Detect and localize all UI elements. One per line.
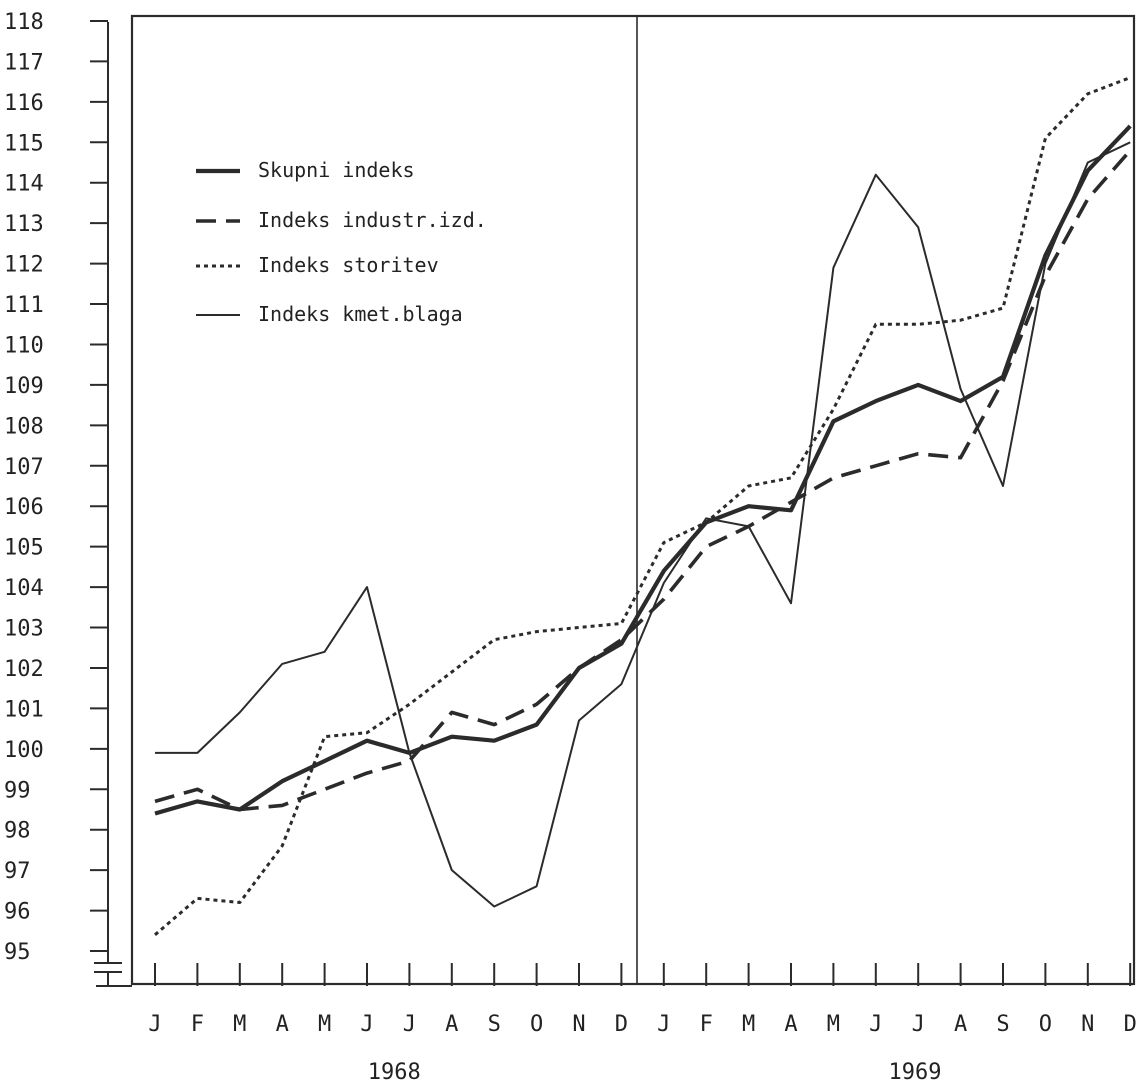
- legend-label: Indeks storitev: [258, 253, 439, 277]
- x-tick-label: D: [615, 1012, 628, 1037]
- x-tick-label: M: [318, 1012, 331, 1037]
- x-tick-label: O: [1039, 1012, 1052, 1037]
- x-tick-label: A: [445, 1012, 458, 1037]
- x-tick-label: J: [912, 1012, 925, 1037]
- y-tick-label: 110: [4, 333, 44, 358]
- x-tick-label: M: [827, 1012, 840, 1037]
- y-tick-label: 97: [4, 859, 31, 884]
- x-tick-label: J: [869, 1012, 882, 1037]
- series-line-skupni-indeks: [154, 124, 1132, 816]
- legend: Skupni indeks Indeks industr.izd. Indeks s…: [196, 158, 487, 326]
- x-tick-label: J: [403, 1012, 416, 1037]
- y-tick-label: 109: [4, 374, 44, 399]
- x-tick-label: D: [1124, 1012, 1136, 1037]
- x-tick-label: F: [700, 1012, 713, 1037]
- y-tick-label: 106: [4, 495, 44, 520]
- series-line-indeks-storitev: [154, 76, 1131, 936]
- y-tick-label: 101: [4, 697, 44, 722]
- x-tick-label: J: [657, 1012, 670, 1037]
- x-tick-label: S: [488, 1012, 501, 1037]
- x-tick-label: M: [742, 1012, 755, 1037]
- y-tick-label: 105: [4, 536, 44, 561]
- y-tick-label: 107: [4, 455, 44, 480]
- y-axis-ticks: 95 96 97 98 99 100 101 102 103 104 105 106 107 108 109…: [4, 10, 108, 965]
- year-label: 1969: [889, 1060, 942, 1085]
- y-tick-label: 118: [4, 10, 44, 35]
- y-tick-label: 99: [4, 778, 31, 803]
- x-tick-label: A: [954, 1012, 967, 1037]
- x-tick-label: J: [148, 1012, 161, 1037]
- year-labels: 1968 1969: [368, 1060, 942, 1085]
- y-tick-label: 95: [4, 940, 31, 965]
- x-tick-label: A: [784, 1012, 797, 1037]
- plot-frame: [130, 14, 1136, 986]
- series-line-indeks-industr-izd-: [154, 149, 1132, 812]
- y-tick-label: 115: [4, 131, 44, 156]
- y-tick-label: 113: [4, 212, 44, 237]
- y-tick-label: 104: [4, 576, 44, 601]
- x-tick-label: N: [572, 1012, 585, 1037]
- year-label: 1968: [368, 1060, 421, 1085]
- x-tick-label: F: [191, 1012, 204, 1037]
- axis-break-mark: [94, 962, 122, 973]
- x-tick-label: J: [360, 1012, 373, 1037]
- y-tick-label: 108: [4, 414, 44, 439]
- y-tick-label: 98: [4, 819, 31, 844]
- x-tick-label: N: [1081, 1012, 1094, 1037]
- x-tick-label: M: [233, 1012, 246, 1037]
- y-tick-label: 103: [4, 617, 44, 642]
- y-tick-label: 114: [4, 172, 44, 197]
- legend-label: Skupni indeks: [258, 158, 415, 182]
- legend-label: Indeks industr.izd.: [258, 208, 487, 232]
- y-tick-label: 102: [4, 657, 44, 682]
- x-tick-label: S: [996, 1012, 1009, 1037]
- y-tick-label: 112: [4, 253, 44, 278]
- x-tick-label: O: [530, 1012, 543, 1037]
- legend-label: Indeks kmet.blaga: [258, 302, 463, 326]
- x-tick-label: A: [276, 1012, 289, 1037]
- y-tick-label: 116: [4, 91, 44, 116]
- series-line-indeks-kmet-blaga: [155, 141, 1131, 908]
- series-lines: [154, 76, 1132, 936]
- y-tick-label: 100: [4, 738, 44, 763]
- y-tick-label: 117: [4, 50, 44, 75]
- y-tick-label: 96: [4, 900, 31, 925]
- y-tick-label: 111: [4, 293, 44, 318]
